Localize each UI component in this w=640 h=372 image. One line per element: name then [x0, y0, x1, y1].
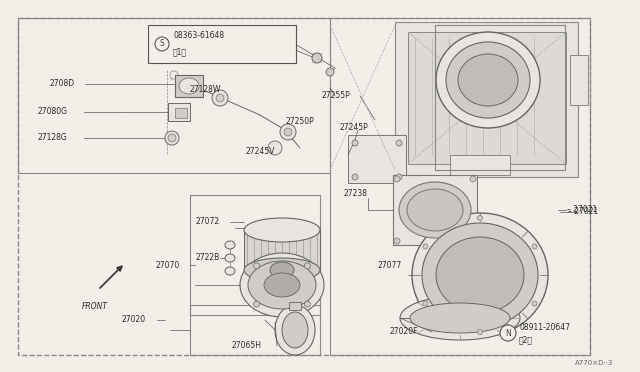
Ellipse shape — [275, 305, 315, 355]
Ellipse shape — [225, 254, 235, 262]
Text: 27255P: 27255P — [322, 92, 351, 100]
Text: N: N — [505, 328, 511, 337]
Bar — [175, 75, 203, 97]
Circle shape — [253, 263, 260, 269]
Text: 08363-61648: 08363-61648 — [173, 32, 224, 41]
Circle shape — [470, 238, 476, 244]
Circle shape — [352, 140, 358, 146]
Circle shape — [168, 134, 176, 142]
Text: 27245P: 27245P — [340, 124, 369, 132]
Ellipse shape — [407, 189, 463, 231]
Bar — [148, 25, 296, 63]
Ellipse shape — [248, 261, 316, 309]
Ellipse shape — [436, 32, 540, 128]
Circle shape — [396, 140, 402, 146]
Circle shape — [396, 174, 402, 180]
Bar — [570, 55, 588, 105]
Circle shape — [477, 330, 483, 334]
Circle shape — [500, 325, 516, 341]
Bar — [330, 18, 590, 355]
Bar — [393, 175, 477, 245]
Bar — [18, 18, 330, 173]
Text: 27128G: 27128G — [38, 134, 68, 142]
Text: 08911-20647: 08911-20647 — [519, 324, 570, 333]
Ellipse shape — [270, 262, 294, 278]
Circle shape — [165, 131, 179, 145]
Text: 27020F: 27020F — [390, 327, 419, 337]
Bar — [175, 108, 187, 118]
Circle shape — [312, 53, 322, 63]
Text: 2708D: 2708D — [50, 80, 75, 89]
Ellipse shape — [410, 303, 510, 333]
Ellipse shape — [244, 258, 320, 282]
Ellipse shape — [412, 213, 548, 337]
Text: S: S — [159, 39, 164, 48]
Text: 27238: 27238 — [343, 189, 367, 199]
Ellipse shape — [225, 267, 235, 275]
Bar — [190, 305, 320, 355]
Bar — [450, 155, 510, 175]
Ellipse shape — [240, 253, 324, 317]
Circle shape — [284, 128, 292, 136]
Ellipse shape — [264, 273, 300, 297]
Ellipse shape — [244, 218, 320, 242]
Text: 27070: 27070 — [155, 260, 179, 269]
Text: – 27021: – 27021 — [567, 205, 597, 215]
Bar — [18, 18, 590, 355]
Text: 27020: 27020 — [122, 315, 146, 324]
Text: – 27021: – 27021 — [568, 208, 598, 217]
Text: 27250P: 27250P — [286, 118, 315, 126]
Ellipse shape — [422, 223, 538, 327]
Circle shape — [394, 238, 400, 244]
Bar — [408, 32, 566, 164]
Ellipse shape — [458, 54, 518, 106]
Circle shape — [326, 68, 334, 76]
Circle shape — [170, 71, 178, 79]
Circle shape — [532, 244, 537, 249]
Ellipse shape — [179, 78, 199, 94]
Circle shape — [253, 301, 260, 307]
Circle shape — [268, 141, 282, 155]
Bar — [244, 230, 320, 270]
Text: 2722B: 2722B — [195, 253, 220, 263]
Circle shape — [423, 301, 428, 306]
Ellipse shape — [282, 312, 308, 348]
Ellipse shape — [446, 42, 530, 118]
Text: （2）: （2） — [519, 336, 533, 344]
Ellipse shape — [436, 237, 524, 313]
Circle shape — [305, 263, 310, 269]
Bar — [348, 135, 406, 183]
Bar — [435, 25, 565, 170]
Circle shape — [280, 124, 296, 140]
Circle shape — [305, 301, 310, 307]
Circle shape — [394, 176, 400, 182]
Ellipse shape — [225, 241, 235, 249]
Bar — [289, 302, 301, 310]
Text: 27245V: 27245V — [245, 148, 275, 157]
Circle shape — [477, 215, 483, 221]
Text: 27128W: 27128W — [190, 86, 221, 94]
Bar — [395, 22, 578, 177]
Text: 27080G: 27080G — [38, 108, 68, 116]
Circle shape — [216, 94, 224, 102]
Circle shape — [155, 37, 169, 51]
Circle shape — [212, 90, 228, 106]
Circle shape — [532, 301, 537, 306]
Circle shape — [470, 176, 476, 182]
Text: 27077: 27077 — [378, 260, 403, 269]
Circle shape — [423, 244, 428, 249]
Ellipse shape — [399, 182, 471, 238]
Text: A770×D··3: A770×D··3 — [575, 360, 613, 366]
Ellipse shape — [400, 296, 520, 340]
Bar — [168, 103, 190, 121]
Text: （1）: （1） — [173, 48, 187, 57]
Text: FRONT: FRONT — [82, 302, 108, 311]
Text: 27072: 27072 — [195, 218, 219, 227]
Bar — [190, 195, 320, 315]
Text: 27065H: 27065H — [232, 341, 262, 350]
Circle shape — [352, 174, 358, 180]
